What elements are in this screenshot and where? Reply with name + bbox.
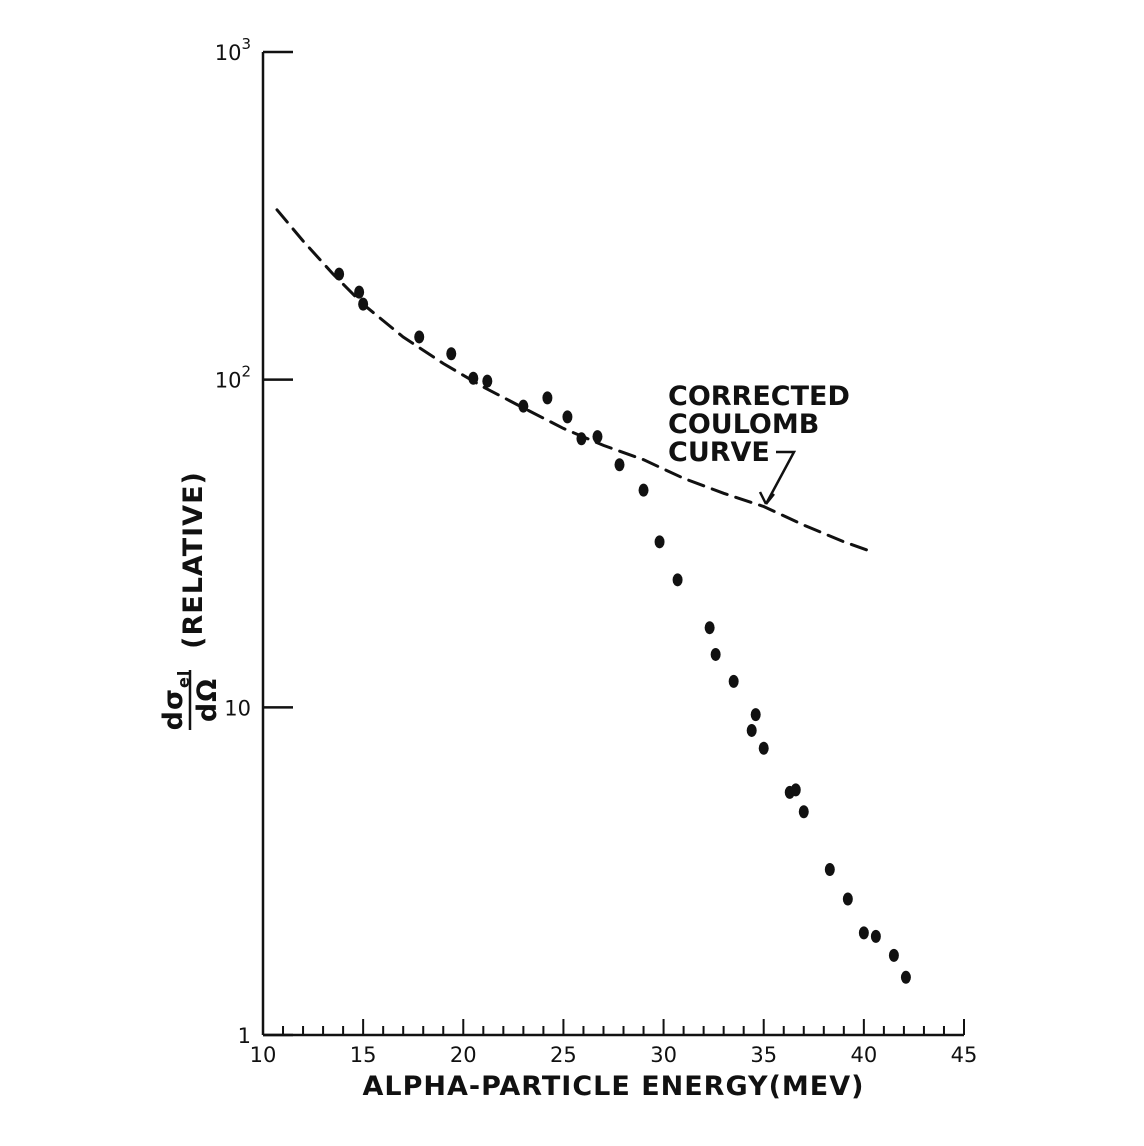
x-tick-label: 30 xyxy=(650,1043,677,1067)
data-point xyxy=(654,535,665,549)
y-tick-label-exponent: 3 xyxy=(241,35,251,53)
data-point xyxy=(614,458,625,472)
x-tick-label: 15 xyxy=(350,1043,377,1067)
data-point xyxy=(414,330,425,344)
data-points xyxy=(334,267,911,984)
data-point xyxy=(446,347,457,361)
data-point xyxy=(750,708,761,722)
y-axis-title-numerator: dσel xyxy=(158,670,193,731)
x-tick-label: 40 xyxy=(850,1043,877,1067)
x-tick-label: 35 xyxy=(750,1043,777,1067)
coulomb-curve-line xyxy=(275,208,872,553)
data-point xyxy=(542,391,553,405)
data-point xyxy=(710,647,721,661)
y-axis-title-numerator-text: dσ xyxy=(158,688,189,730)
data-point xyxy=(758,741,769,755)
data-point xyxy=(790,783,801,797)
x-tick-label: 10 xyxy=(250,1043,277,1067)
data-point xyxy=(562,410,573,424)
axis-labels: ALPHA-PARTICLE ENERGY(MEV) dσel dΩ (RELATIV… xyxy=(158,471,865,1102)
data-point xyxy=(888,948,899,962)
data-point xyxy=(746,723,757,737)
data-point xyxy=(482,374,493,388)
y-tick-label-base: 10 xyxy=(224,696,251,720)
x-tick-label: 45 xyxy=(951,1043,978,1067)
data-point xyxy=(334,267,345,281)
data-point xyxy=(728,674,739,688)
y-axis-title-denominator: dΩ xyxy=(192,678,223,722)
data-point xyxy=(704,621,715,635)
data-point xyxy=(638,483,649,497)
data-point xyxy=(870,929,881,943)
data-point xyxy=(798,805,809,819)
y-tick-label: 102 xyxy=(215,363,251,393)
annotation-pointer-line xyxy=(764,450,797,505)
annotation-arrowhead xyxy=(758,491,775,505)
data-point xyxy=(354,285,365,299)
y-tick-label: 1 xyxy=(238,1024,251,1048)
y-axis-title-numerator-sub: el xyxy=(174,670,193,688)
y-tick-label-base: 1 xyxy=(238,1024,251,1048)
y-tick-label: 10 xyxy=(224,696,251,720)
data-point xyxy=(858,926,869,940)
y-tick-label-base: 10 xyxy=(215,41,242,65)
data-point xyxy=(576,432,587,446)
data-point xyxy=(358,297,369,311)
data-point xyxy=(468,371,479,385)
y-tick-label: 103 xyxy=(215,35,251,65)
y-tick-label-exponent: 2 xyxy=(241,363,251,381)
annotation-text-line: CORRECTED xyxy=(668,381,850,412)
data-point xyxy=(518,399,529,413)
x-tick-label: 25 xyxy=(550,1043,577,1067)
x-axis-title: ALPHA-PARTICLE ENERGY(MEV) xyxy=(363,1071,865,1102)
annotation-text-line: COULOMB xyxy=(668,409,819,440)
y-axis-title-suffix: (RELATIVE) xyxy=(178,471,209,649)
annotation-text-line: CURVE xyxy=(668,437,770,468)
data-point xyxy=(592,430,603,444)
x-tick-label: 20 xyxy=(450,1043,477,1067)
data-point xyxy=(842,892,853,906)
data-point xyxy=(900,970,911,984)
y-tick-label-base: 10 xyxy=(215,369,242,393)
data-point xyxy=(824,862,835,876)
coulomb-curve xyxy=(275,208,872,553)
data-point xyxy=(672,573,683,587)
y-axis-title: dσel dΩ (RELATIVE) xyxy=(158,471,223,730)
